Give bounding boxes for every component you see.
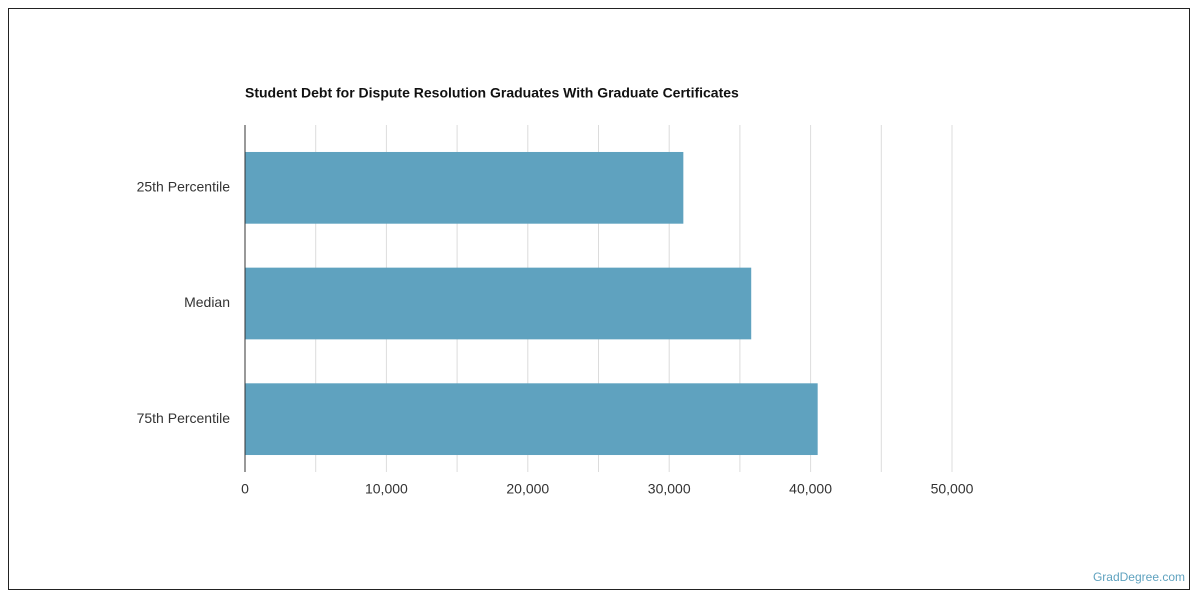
x-tick-label: 30,000 bbox=[648, 481, 691, 497]
bar bbox=[245, 151, 684, 224]
y-tick-label: Median bbox=[184, 294, 230, 310]
chart-title: Student Debt for Dispute Resolution Grad… bbox=[245, 85, 739, 101]
x-tick-label: 50,000 bbox=[931, 481, 974, 497]
bar bbox=[245, 267, 752, 340]
footer[interactable]: GradDegree.com bbox=[1093, 570, 1185, 584]
x-tick-label: 20,000 bbox=[506, 481, 549, 497]
x-tick-label: 10,000 bbox=[365, 481, 408, 497]
x-tick-label: 40,000 bbox=[789, 481, 832, 497]
y-tick-label: 25th Percentile bbox=[137, 179, 231, 195]
x-tick-label: 0 bbox=[241, 481, 249, 497]
y-tick-label: 75th Percentile bbox=[137, 410, 231, 426]
bar bbox=[245, 383, 818, 456]
